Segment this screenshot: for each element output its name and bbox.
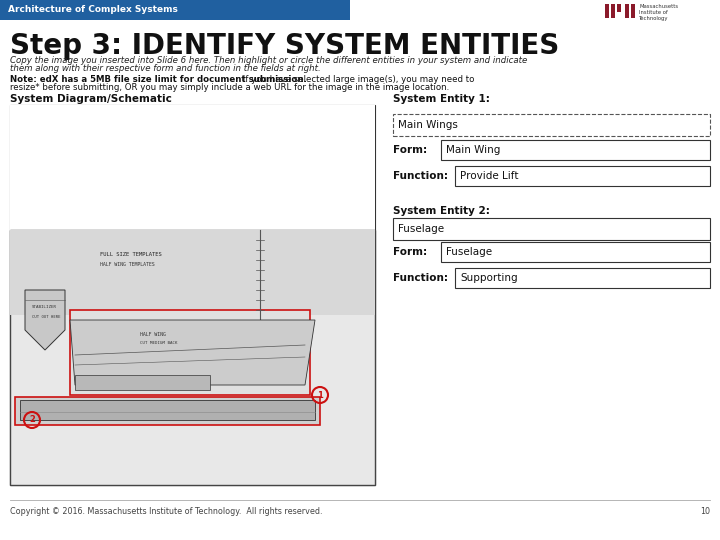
Text: 10: 10 bbox=[700, 508, 710, 516]
Text: Main Wing: Main Wing bbox=[446, 145, 500, 155]
Polygon shape bbox=[25, 290, 65, 350]
Text: STABILIZER: STABILIZER bbox=[32, 305, 57, 309]
Bar bbox=[0, 0, 350, 20]
Bar bbox=[625, 4, 629, 18]
Text: System Diagram/Schematic: System Diagram/Schematic bbox=[10, 94, 172, 104]
Text: Function:: Function: bbox=[393, 171, 448, 181]
Text: Main Wings: Main Wings bbox=[398, 120, 458, 130]
Bar bbox=[393, 218, 710, 240]
Bar bbox=[10, 230, 375, 485]
Text: Supporting: Supporting bbox=[460, 273, 518, 283]
Text: Provide Lift: Provide Lift bbox=[460, 171, 518, 181]
Text: System Entity 2:: System Entity 2: bbox=[393, 206, 490, 216]
Bar bbox=[455, 166, 710, 186]
Bar bbox=[70, 310, 310, 395]
Text: Function:: Function: bbox=[393, 273, 448, 283]
Text: CUT OUT HERE: CUT OUT HERE bbox=[32, 315, 60, 319]
Bar bbox=[10, 230, 375, 315]
Bar bbox=[611, 4, 615, 18]
Text: resize* before submitting, OR you may simply include a web URL for the image in : resize* before submitting, OR you may si… bbox=[10, 83, 449, 92]
Text: HALF WING TEMPLATES: HALF WING TEMPLATES bbox=[100, 262, 155, 267]
Polygon shape bbox=[20, 400, 315, 420]
Text: Form:: Form: bbox=[393, 145, 427, 155]
Text: Copyright © 2016. Massachusetts Institute of Technology.  All rights reserved.: Copyright © 2016. Massachusetts Institut… bbox=[10, 508, 323, 516]
Bar bbox=[617, 4, 621, 12]
Bar bbox=[455, 268, 710, 288]
Bar bbox=[441, 242, 710, 262]
Text: HALF WING: HALF WING bbox=[140, 333, 166, 338]
Text: Copy the image you inserted into Slide 6 here. Then highlight or circle the diff: Copy the image you inserted into Slide 6… bbox=[10, 56, 527, 65]
Bar bbox=[75, 375, 210, 390]
Text: 1: 1 bbox=[317, 390, 323, 400]
Text: Step 3: IDENTIFY SYSTEM ENTITIES: Step 3: IDENTIFY SYSTEM ENTITIES bbox=[10, 32, 559, 60]
Text: CUT MEDIUM BACK: CUT MEDIUM BACK bbox=[140, 341, 178, 345]
Text: them along with their respective form and function in the fields at right.: them along with their respective form an… bbox=[10, 64, 320, 73]
Text: Form:: Form: bbox=[393, 247, 427, 257]
Bar bbox=[441, 140, 710, 160]
Text: Note: edX has a 5MB file size limit for document submission.: Note: edX has a 5MB file size limit for … bbox=[10, 75, 307, 84]
Text: Architecture of Complex Systems: Architecture of Complex Systems bbox=[8, 5, 178, 15]
Text: Fuselage: Fuselage bbox=[446, 247, 492, 257]
Bar bbox=[605, 4, 609, 18]
Bar bbox=[10, 105, 375, 485]
Bar bbox=[631, 4, 635, 18]
Bar bbox=[10, 105, 375, 230]
Bar bbox=[393, 114, 710, 136]
Text: FULL SIZE TEMPLATES: FULL SIZE TEMPLATES bbox=[100, 253, 162, 258]
Text: Massachusetts
Institute of
Technology: Massachusetts Institute of Technology bbox=[639, 4, 678, 21]
Text: 2: 2 bbox=[29, 415, 35, 424]
Text: System Entity 1:: System Entity 1: bbox=[393, 94, 490, 104]
Bar bbox=[15, 397, 320, 425]
Polygon shape bbox=[70, 320, 315, 385]
Text: If you have selected large image(s), you may need to: If you have selected large image(s), you… bbox=[240, 75, 474, 84]
Text: Fuselage: Fuselage bbox=[398, 224, 444, 234]
